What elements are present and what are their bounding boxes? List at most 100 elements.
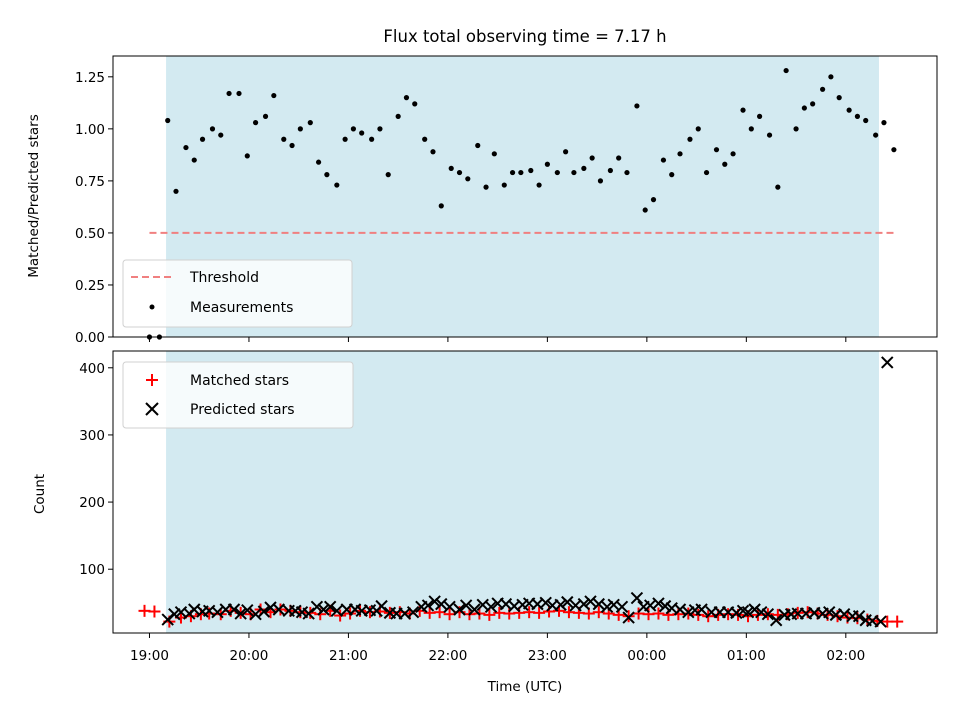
measurement-point [528, 167, 534, 174]
predicted-point [622, 611, 635, 624]
measurement-point [252, 120, 259, 126]
measurement-point [536, 182, 542, 188]
matched-point [533, 606, 546, 619]
matched-point [148, 605, 161, 618]
x-tick-label: 01:00 [727, 648, 766, 664]
measurement-point [289, 142, 295, 149]
legend-predicted-label: Predicted stars [190, 402, 295, 418]
y-tick-label: 1.25 [75, 70, 105, 86]
x-axis-ticks-top [148, 337, 847, 342]
predicted-point [443, 600, 456, 614]
y-tick-label: 0.50 [75, 226, 105, 242]
x-tick-label: 19:00 [130, 648, 169, 664]
measurement-point [846, 107, 852, 113]
measurement-point [165, 117, 171, 124]
measurement-point [713, 147, 720, 153]
predicted-point [234, 607, 247, 620]
predicted-point [302, 607, 315, 620]
measurement-point [509, 169, 516, 176]
measurement-point [660, 157, 667, 163]
predicted-point [577, 597, 591, 611]
y-axis-label-top: Matched/Predicted stars [26, 114, 42, 277]
measurement-point [395, 113, 401, 119]
measurement-point [669, 172, 675, 178]
y-axis-ticks-bottom: 100 200 300 400 [79, 361, 113, 578]
x-tick-label: 21:00 [329, 648, 368, 664]
chart-title: Flux total observing time = 7.17 h [383, 27, 666, 46]
predicted-point [823, 605, 836, 619]
count-panel: 100 200 300 400 19:00 20:00 21:00 22:00 23:00 00… [32, 350, 938, 695]
predicted-point [453, 603, 466, 616]
measurement-point [766, 132, 773, 138]
legend-matched-label: Matched stars [190, 373, 289, 389]
predicted-point [227, 603, 241, 616]
measurement-point [703, 169, 710, 176]
measurement-point [677, 151, 683, 157]
x-tick-label: 20:00 [229, 648, 268, 664]
predicted-point [695, 603, 708, 616]
measurement-point [650, 197, 657, 203]
measurement-point [271, 92, 277, 99]
y-tick-label: 1.00 [75, 122, 105, 138]
measurement-point [315, 159, 322, 165]
predicted-point [615, 600, 629, 614]
y-tick-label: 0.75 [75, 174, 105, 190]
measurement-point [369, 136, 375, 142]
measurement-point [412, 101, 418, 107]
measurement-point [403, 95, 410, 101]
measurement-point [359, 130, 365, 136]
measurement-point [218, 132, 224, 138]
measurement-point [793, 126, 799, 132]
measurement-point [722, 161, 728, 167]
measurement-point [350, 126, 357, 132]
predicted-point [554, 598, 567, 612]
measurement-point [334, 182, 340, 188]
predicted-point [317, 603, 330, 616]
measurement-point [836, 95, 842, 101]
predicted-point [211, 605, 224, 619]
predicted-point [435, 597, 448, 611]
matched-point [483, 608, 496, 621]
matched-point [274, 603, 287, 616]
y-tick-label: 100 [79, 562, 105, 578]
measurement-point [563, 149, 569, 155]
x-axis-ticks-bottom: 19:00 20:00 21:00 22:00 23:00 00:00 01:00 02:00 [130, 633, 865, 664]
measurement-point [695, 126, 701, 132]
predicted-point [584, 595, 597, 608]
predicted-point [468, 603, 481, 616]
measurement-point [775, 184, 781, 190]
measurement-point [554, 169, 560, 176]
measurement-point [740, 107, 746, 113]
measurement-point [501, 182, 507, 188]
predicted-point [852, 610, 866, 623]
measurement-point [448, 165, 454, 171]
predicted-point [459, 599, 473, 612]
x-tick-label: 00:00 [627, 648, 666, 664]
measurement-point [810, 101, 816, 107]
measurement-point [571, 169, 577, 176]
measurement-point [191, 157, 197, 163]
predicted-point [257, 605, 271, 618]
predicted-point [375, 599, 388, 613]
measurement-point [634, 103, 640, 109]
predicted-point [673, 603, 687, 616]
measurement-point [863, 117, 869, 124]
predicted-point [741, 605, 755, 619]
measurement-point [642, 207, 648, 213]
predicted-point [881, 356, 894, 369]
ratio-panel: 0.00 0.25 0.50 0.75 1.00 1.25 Matched/Predict… [26, 55, 938, 346]
measurement-point [518, 169, 524, 176]
measurement-point [801, 105, 807, 111]
ratio-panel-frame [112, 55, 938, 338]
predicted-point [323, 600, 337, 614]
measurement-point [324, 172, 330, 178]
predicted-point [406, 605, 420, 619]
measurements-series [146, 67, 897, 340]
count-panel-frame [112, 350, 938, 634]
measurement-point [756, 113, 763, 119]
measurement-point [828, 74, 834, 80]
matched-point [891, 615, 904, 628]
y-axis-ticks-top: 0.00 0.25 0.50 0.75 1.00 1.25 [75, 70, 113, 346]
measurement-point [183, 144, 189, 151]
predicted-point [310, 600, 324, 614]
